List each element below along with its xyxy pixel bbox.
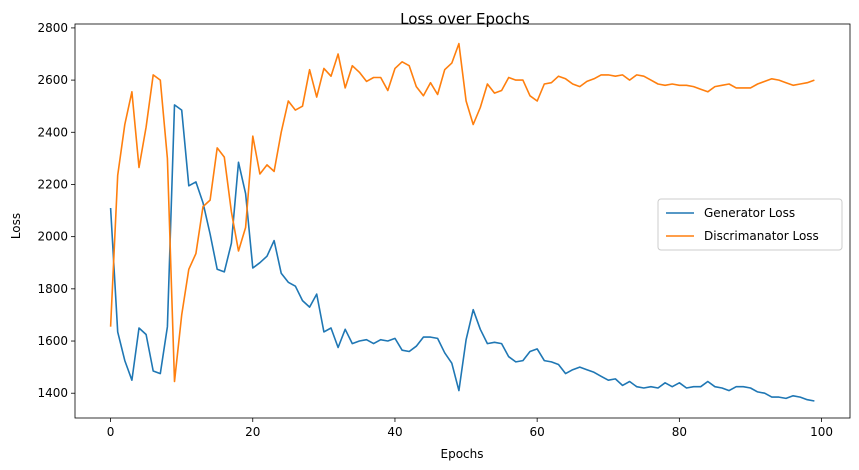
plot-frame: [74, 23, 851, 419]
y-axis: 1400 1600 1800 2000 2200 2400 2600 2800: [37, 21, 75, 400]
y-tick-label: 2000: [37, 230, 68, 244]
x-tick-label: 40: [387, 425, 402, 439]
y-axis-label: Loss: [9, 213, 23, 239]
y-tick-label: 2800: [37, 21, 68, 35]
series-line-generator: [109, 104, 815, 402]
x-axis: 0 20 40 60 80 100: [107, 418, 833, 439]
x-tick-label: 60: [530, 425, 545, 439]
x-tick-label: 80: [672, 425, 687, 439]
y-tick-label: 1800: [37, 282, 68, 296]
legend-box: [657, 198, 843, 251]
chart-title: Loss over Epochs: [400, 10, 530, 28]
x-tick-label: 100: [810, 425, 833, 439]
legend-label-generator: Generator Loss: [704, 206, 795, 220]
series-line-discriminator: [109, 42, 815, 383]
x-tick-label: 0: [107, 425, 115, 439]
x-axis-label: Epochs: [441, 447, 484, 461]
y-tick-label: 1400: [37, 386, 68, 400]
x-tick-label: 20: [245, 425, 260, 439]
y-tick-label: 2400: [37, 125, 68, 139]
y-tick-label: 2600: [37, 73, 68, 87]
y-tick-label: 1600: [37, 334, 68, 348]
plot-area: [74, 23, 851, 419]
legend-label-discriminator: Discrimanator Loss: [704, 229, 819, 243]
y-tick-label: 2200: [37, 177, 68, 191]
legend: Generator Loss Discrimanator Loss: [657, 198, 843, 251]
